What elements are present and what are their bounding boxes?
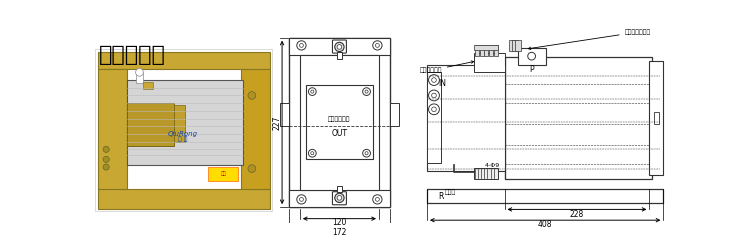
Text: P: P [530, 66, 534, 74]
Text: R: R [439, 192, 444, 202]
Circle shape [428, 90, 439, 101]
Bar [127, 103, 173, 146]
Circle shape [363, 149, 370, 157]
Bar [427, 72, 441, 163]
Text: 227: 227 [273, 115, 282, 130]
Bar [289, 38, 390, 55]
Circle shape [248, 165, 256, 172]
Circle shape [337, 45, 342, 49]
Circle shape [299, 198, 304, 201]
Bar [280, 103, 289, 126]
Bar [337, 52, 342, 59]
Circle shape [310, 90, 314, 93]
Bar [142, 82, 154, 89]
Bar [98, 68, 127, 190]
Bar [390, 103, 399, 126]
Bar [518, 48, 545, 65]
Bar [300, 55, 379, 190]
Circle shape [365, 152, 368, 155]
Bar [427, 190, 663, 203]
FancyBboxPatch shape [332, 192, 346, 205]
Text: 228: 228 [570, 210, 584, 218]
Circle shape [297, 195, 306, 204]
Circle shape [299, 44, 304, 47]
Bar [475, 46, 479, 56]
Circle shape [103, 146, 110, 152]
Circle shape [103, 164, 110, 170]
Bar [494, 46, 497, 56]
Text: 4-Φ9: 4-Φ9 [485, 163, 500, 168]
Bar [512, 40, 517, 51]
Bar [473, 168, 498, 178]
Circle shape [337, 196, 342, 200]
Circle shape [432, 93, 436, 98]
Text: 驱动气压输入口: 驱动气压输入口 [528, 29, 651, 50]
Circle shape [363, 88, 370, 96]
Circle shape [432, 107, 436, 112]
Circle shape [528, 52, 536, 60]
Bar [650, 61, 664, 175]
Circle shape [373, 195, 382, 204]
Bar [98, 52, 270, 68]
Bar [289, 38, 390, 207]
Text: 沃 众: 沃 众 [178, 136, 188, 142]
Bar [289, 190, 390, 207]
Circle shape [428, 75, 439, 86]
Bar [127, 80, 243, 165]
Bar [515, 40, 520, 51]
Bar [173, 106, 185, 142]
Circle shape [376, 44, 380, 47]
Bar [484, 46, 488, 56]
Text: 外形尺寸图: 外形尺寸图 [98, 46, 165, 66]
Text: 需增压进气口: 需增压进气口 [419, 61, 474, 73]
Circle shape [373, 41, 382, 50]
Circle shape [428, 104, 439, 115]
Bar [306, 86, 373, 159]
Text: 警告: 警告 [220, 172, 226, 176]
Circle shape [432, 78, 436, 82]
FancyBboxPatch shape [332, 40, 346, 53]
Circle shape [136, 68, 143, 76]
Circle shape [310, 152, 314, 155]
Bar [480, 46, 484, 56]
Bar [136, 72, 142, 83]
Text: 高压输出气口: 高压输出气口 [328, 116, 351, 122]
Circle shape [334, 193, 344, 202]
Bar [473, 53, 505, 72]
Bar [98, 190, 270, 209]
Circle shape [248, 92, 256, 99]
Text: 消声器: 消声器 [445, 190, 456, 195]
Text: IN: IN [439, 79, 446, 88]
Circle shape [297, 41, 306, 50]
Bar [473, 46, 498, 50]
Text: 172: 172 [332, 228, 346, 237]
Bar [241, 68, 270, 190]
Circle shape [334, 42, 344, 51]
Circle shape [365, 90, 368, 93]
Bar [505, 57, 652, 178]
Bar [337, 186, 342, 192]
Text: 120: 120 [332, 218, 346, 227]
Text: OUT: OUT [332, 129, 347, 138]
Bar [489, 46, 493, 56]
Bar [95, 49, 272, 211]
Circle shape [308, 88, 316, 96]
Circle shape [103, 156, 110, 162]
Bar [654, 112, 658, 124]
Circle shape [376, 198, 380, 201]
Text: 408: 408 [538, 220, 553, 229]
Bar [509, 40, 515, 51]
Bar [427, 65, 505, 171]
Circle shape [308, 149, 316, 157]
Text: QiuRong: QiuRong [168, 131, 198, 137]
Bar [209, 167, 238, 181]
